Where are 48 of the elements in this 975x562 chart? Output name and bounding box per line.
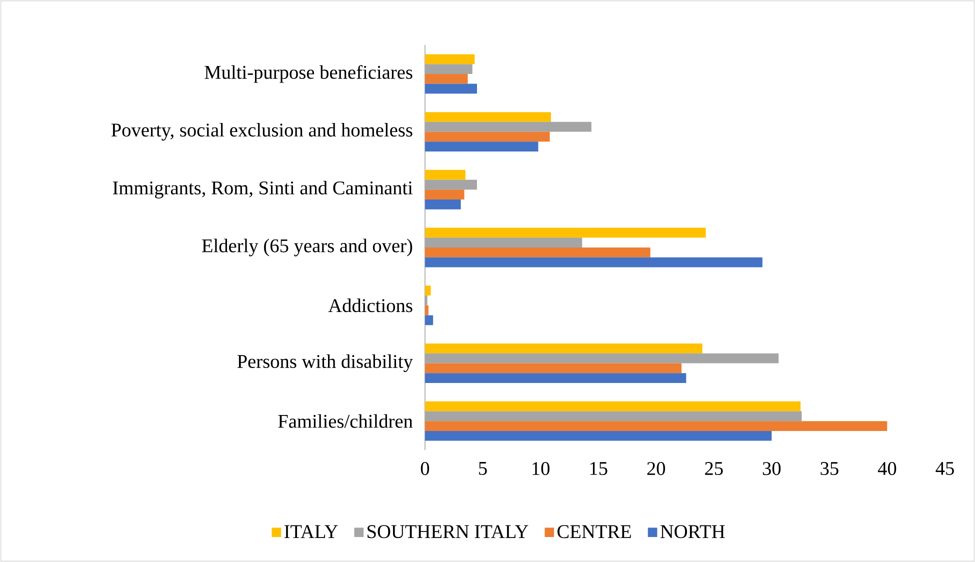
y-tick-label: Elderly (65 years and over) — [202, 238, 412, 256]
bar — [425, 248, 650, 258]
bar — [425, 343, 702, 354]
legend-label: NORTH — [660, 525, 725, 538]
bar — [425, 305, 428, 316]
bar — [425, 228, 706, 238]
x-tick-label: 10 — [532, 462, 550, 476]
bar — [425, 54, 475, 64]
bar — [425, 84, 477, 94]
y-tick-label: Persons with disability — [237, 354, 413, 372]
bar — [425, 373, 686, 383]
bar — [425, 200, 461, 210]
legend-label: SOUTHERN ITALY — [368, 525, 528, 538]
x-tick-label: 25 — [705, 462, 723, 476]
legend-label: CENTRE — [558, 525, 631, 538]
bar — [425, 122, 592, 132]
bar — [425, 257, 762, 268]
x-tick-label: 40 — [878, 462, 896, 476]
x-tick-label: 0 — [420, 462, 430, 476]
bar — [425, 170, 466, 180]
bar — [425, 142, 538, 152]
y-tick-label: Immigrants, Rom, Sinti and Caminanti — [112, 180, 413, 198]
y-tick-label: Multi-purpose beneficiares — [204, 65, 412, 83]
bar — [425, 421, 888, 431]
x-tick-label: 20 — [647, 462, 666, 476]
bar — [425, 74, 468, 84]
x-tick-label: 30 — [762, 462, 781, 476]
bar — [425, 353, 779, 364]
bar — [425, 430, 772, 441]
bar — [425, 363, 682, 374]
bar — [425, 401, 801, 412]
y-tick-label: Families/children — [278, 414, 413, 428]
bar — [425, 411, 802, 422]
legend-label: ITALY — [284, 525, 338, 538]
x-tick-label: 45 — [936, 462, 954, 475]
y-tick-label: Poverty, social exclusion and homeless — [111, 122, 412, 141]
bar — [425, 286, 431, 296]
x-tick-label: 15 — [590, 462, 608, 475]
bar — [425, 180, 477, 190]
bar — [425, 64, 472, 74]
x-tick-label: 35 — [820, 462, 838, 476]
bar — [425, 238, 582, 248]
bar — [425, 112, 551, 122]
y-tick-label: Addictions — [328, 298, 412, 312]
x-tick-label: 5 — [479, 462, 487, 475]
bar — [425, 132, 550, 142]
bar — [425, 315, 434, 326]
bar — [425, 190, 464, 200]
